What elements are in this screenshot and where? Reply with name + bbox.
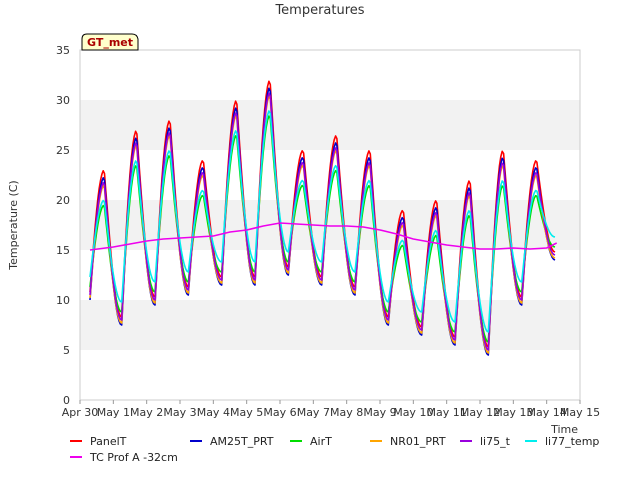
- y-tick-label: 20: [56, 194, 70, 207]
- x-tick-label: May 12: [460, 406, 500, 419]
- legend-label: li75_t: [480, 435, 511, 448]
- band-3: [80, 200, 580, 250]
- y-tick-label: 0: [63, 394, 70, 407]
- x-tick-label: May 15: [560, 406, 600, 419]
- band-5: [80, 100, 580, 150]
- series-line-tc-prof-a-32cm: [89, 222, 558, 251]
- band-2: [80, 250, 580, 300]
- x-tick-label: May 4: [197, 406, 230, 419]
- y-tick-label: 5: [63, 344, 70, 357]
- chart-title: Temperatures: [274, 3, 364, 18]
- x-tick-label: May 6: [263, 406, 296, 419]
- band-0: [80, 350, 580, 400]
- background-bands: [80, 50, 580, 400]
- y-axis-label: Temperature (C): [7, 180, 20, 270]
- x-axis-label: Time: [550, 423, 578, 436]
- y-tick-label: 35: [56, 44, 70, 57]
- legend-label: TC Prof A -32cm: [89, 451, 178, 464]
- x-tick-label: May 2: [130, 406, 163, 419]
- x-tick-label: May 14: [527, 406, 567, 419]
- legend: PanelT AM25T_PRT AirT NR01_PRT li75_t li77_te…: [70, 435, 599, 464]
- legend-label: AirT: [310, 435, 332, 448]
- x-tick-label: May 10: [393, 406, 433, 419]
- y-tick-label: 30: [56, 94, 70, 107]
- legend-label: AM25T_PRT: [210, 435, 274, 448]
- annotation-text: GT_met: [87, 36, 133, 49]
- series-lines: [89, 80, 558, 356]
- x-tick-label: May 3: [163, 406, 196, 419]
- x-tick-label: Apr 30: [62, 406, 99, 419]
- annotation-badge: GT_met: [81, 33, 139, 51]
- x-tick-label: May 5: [230, 406, 263, 419]
- series-line-li77-temp: [89, 110, 556, 333]
- y-tick-label: 25: [56, 144, 70, 157]
- legend-label: li77_temp: [545, 435, 599, 448]
- x-tick-label: May 13: [493, 406, 533, 419]
- y-tick-label: 10: [56, 294, 70, 307]
- plot-frame: [79, 49, 581, 401]
- y-axis-ticks: 0 5 10 15 20 25 30 35: [56, 44, 70, 407]
- band-6: [80, 50, 580, 100]
- x-tick-label: May 11: [427, 406, 467, 419]
- x-tick-label: May 7: [297, 406, 330, 419]
- legend-label: PanelT: [90, 435, 127, 448]
- y-tick-label: 15: [56, 244, 70, 257]
- legend-label: NR01_PRT: [390, 435, 446, 448]
- x-tick-label: May 8: [330, 406, 363, 419]
- x-tick-label: May 1: [97, 406, 130, 419]
- x-tick-label: May 9: [363, 406, 396, 419]
- band-1: [80, 300, 580, 350]
